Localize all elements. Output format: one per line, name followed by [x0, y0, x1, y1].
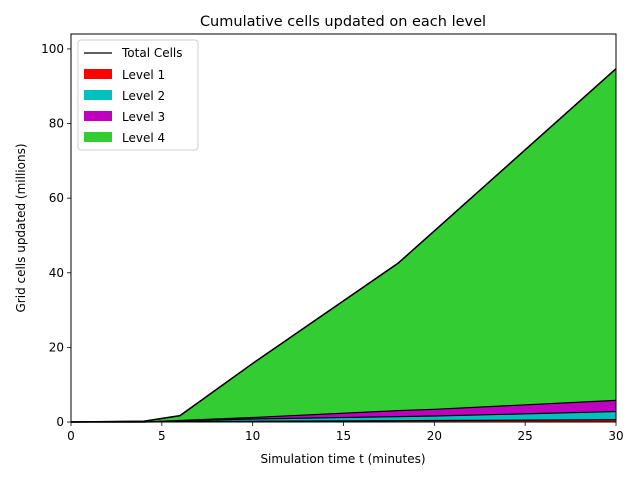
y-tick-label: 0	[56, 415, 64, 429]
y-tick-label: 60	[49, 191, 64, 205]
x-tick-label: 15	[336, 429, 351, 443]
x-axis-ticks: 0 5 10 15 20 25 30	[67, 422, 624, 443]
area-level-4	[71, 68, 616, 422]
y-tick-label: 40	[49, 266, 64, 280]
y-tick-label: 100	[41, 42, 64, 56]
legend-label-level-4: Level 4	[122, 131, 165, 145]
legend-swatch-level-2	[84, 90, 112, 100]
x-tick-label: 30	[608, 429, 623, 443]
y-axis-ticks: 0 20 40 60 80 100	[41, 42, 71, 429]
y-tick-label: 80	[49, 117, 64, 131]
area-level-3	[71, 400, 616, 422]
area-outlines	[70, 68, 617, 423]
x-tick-label: 25	[518, 429, 533, 443]
chart-title: Cumulative cells updated on each level	[200, 14, 486, 30]
legend-swatch-level-3	[84, 111, 112, 121]
y-axis-label: Grid cells updated (millions)	[14, 143, 28, 312]
x-tick-label: 20	[427, 429, 442, 443]
legend: Total Cells Level 1 Level 2 Level 3 Leve…	[77, 39, 199, 151]
x-axis-label: Simulation time t (minutes)	[260, 452, 425, 466]
x-tick-label: 5	[158, 429, 166, 443]
legend-swatch-level-4	[84, 132, 112, 142]
x-tick-label: 0	[67, 429, 75, 443]
legend-swatch-level-1	[84, 69, 112, 79]
x-tick-label: 10	[245, 429, 260, 443]
legend-box	[77, 39, 199, 151]
legend-label-total-cells: Total Cells	[121, 46, 183, 60]
area-level-2	[71, 411, 616, 422]
legend-label-level-3: Level 3	[122, 110, 165, 124]
y-tick-label: 20	[49, 340, 64, 354]
line-total-cells	[70, 68, 617, 423]
legend-label-level-1: Level 1	[122, 68, 165, 82]
legend-label-level-2: Level 2	[122, 89, 165, 103]
